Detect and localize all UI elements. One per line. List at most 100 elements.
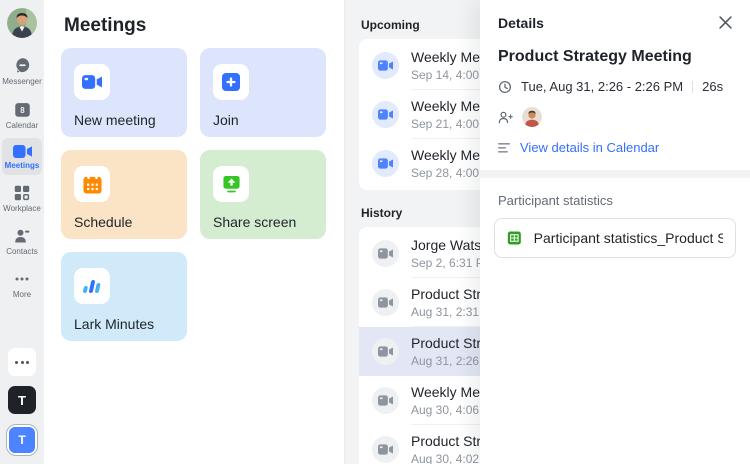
- history-header: History: [361, 206, 403, 220]
- clock-icon: [498, 80, 512, 93]
- meetings-main-panel: Meetings New meeting: [44, 0, 344, 464]
- meeting-time: Aug 31, 2:26 PM: [411, 353, 501, 368]
- sidebar-item-workplace[interactable]: Workplace: [2, 178, 42, 218]
- meeting-time-row: Tue, Aug 31, 2:26 - 2:26 PM 26s: [480, 79, 750, 94]
- calendar-icon: [82, 175, 102, 194]
- section-divider: [480, 170, 750, 178]
- video-camera-icon: [378, 60, 393, 71]
- sidebar-nav: Messenger 8 Calendar Meetings: [0, 50, 44, 304]
- user-avatar[interactable]: [7, 8, 37, 38]
- close-button[interactable]: [717, 14, 734, 31]
- sidebar-item-label: Contacts: [6, 247, 38, 256]
- workspace-more-button[interactable]: [8, 348, 36, 376]
- card-label: Lark Minutes: [74, 316, 155, 332]
- screen-share-icon: [222, 175, 240, 192]
- meeting-time: Sep 2, 6:31 PM: [411, 255, 494, 270]
- participant-avatar[interactable]: [522, 107, 542, 127]
- workplace-grid-icon: [14, 185, 30, 201]
- meeting-time-text: Tue, Aug 31, 2:26 - 2:26 PM: [521, 79, 684, 94]
- meeting-duration: 26s: [702, 79, 724, 94]
- sidebar-item-label: More: [12, 290, 32, 299]
- meeting-detail-title: Product Strategy Meeting: [498, 48, 692, 65]
- new-meeting-iconbox: [74, 64, 110, 100]
- meeting-avatar: [372, 101, 399, 128]
- sidebar-item-more[interactable]: More: [2, 264, 42, 304]
- sidebar-item-label: Calendar: [5, 121, 39, 130]
- share-screen-card[interactable]: Share screen: [200, 150, 326, 239]
- join-iconbox: [213, 64, 249, 100]
- view-in-calendar-row: View details in Calendar: [480, 140, 750, 155]
- plus-square-icon: [222, 73, 240, 91]
- meeting-title: Jorge Watson: [411, 236, 497, 253]
- meeting-avatar: [372, 387, 399, 414]
- participant-statistics-label: Participant statistics: [498, 193, 613, 208]
- video-camera-icon: [378, 444, 393, 455]
- card-label: Schedule: [74, 214, 133, 230]
- meeting-time: Aug 31, 2:31 PM: [411, 304, 501, 319]
- card-label: Share screen: [213, 214, 297, 230]
- sidebar-item-calendar[interactable]: 8 Calendar: [2, 94, 42, 135]
- details-lines-icon: [498, 142, 510, 153]
- sidebar-item-contacts[interactable]: Contacts: [2, 221, 42, 261]
- meeting-time: Sep 21, 4:00 -: [411, 116, 487, 131]
- participant-statistics-file[interactable]: Participant statistics_Product Strate...: [494, 218, 736, 258]
- divider: [692, 80, 694, 93]
- schedule-card[interactable]: Schedule: [61, 150, 187, 239]
- minutes-waves-icon: [82, 279, 102, 293]
- details-panel: Details Product Strategy Meeting Tue, Au…: [480, 0, 750, 464]
- sidebar-item-meetings[interactable]: Meetings: [2, 138, 42, 175]
- workspace-tile-dark[interactable]: T: [8, 386, 36, 414]
- join-card[interactable]: Join: [200, 48, 326, 137]
- participant-avatar-photo: [522, 107, 542, 127]
- video-camera-icon: [378, 297, 393, 308]
- upcoming-header: Upcoming: [361, 18, 420, 32]
- video-camera-icon: [378, 158, 393, 169]
- meeting-avatar: [372, 338, 399, 365]
- app-sidebar: Messenger 8 Calendar Meetings: [0, 0, 44, 464]
- video-camera-icon: [378, 395, 393, 406]
- new-meeting-card[interactable]: New meeting: [61, 48, 187, 137]
- view-details-in-calendar-link[interactable]: View details in Calendar: [520, 140, 660, 155]
- workspace-tile-active-ring[interactable]: T: [6, 424, 38, 456]
- video-camera-icon: [378, 109, 393, 120]
- svg-text:8: 8: [20, 106, 25, 115]
- workspace-tile-blue[interactable]: T: [9, 427, 35, 453]
- calendar-icon: 8: [14, 103, 30, 117]
- meeting-time: Sep 28, 4:00 -: [411, 165, 487, 180]
- messenger-icon: [15, 58, 29, 73]
- meeting-action-cards: New meeting Join: [61, 48, 326, 341]
- schedule-iconbox: [74, 166, 110, 202]
- video-camera-icon: [12, 145, 32, 158]
- sidebar-item-messenger[interactable]: Messenger: [2, 50, 42, 91]
- video-camera-icon: [378, 248, 393, 259]
- meeting-avatar: [372, 150, 399, 177]
- video-camera-icon: [82, 75, 102, 89]
- meeting-time: Sep 14, 4:00 -: [411, 67, 487, 82]
- participants-icon: [498, 111, 513, 123]
- meeting-time: Aug 30, 4:06 PM: [411, 402, 501, 417]
- workspace-switcher: T T: [6, 348, 38, 456]
- contacts-person-icon: [15, 229, 30, 243]
- ellipsis-icon: [15, 360, 29, 364]
- card-label: New meeting: [74, 112, 156, 128]
- meeting-avatar: [372, 289, 399, 316]
- card-label: Join: [213, 112, 239, 128]
- sidebar-item-label: Workplace: [3, 204, 41, 213]
- meeting-avatar: [372, 436, 399, 463]
- video-camera-icon: [378, 346, 393, 357]
- page-title: Meetings: [64, 15, 147, 36]
- sidebar-item-label: Meetings: [4, 161, 40, 170]
- spreadsheet-icon: [507, 231, 521, 245]
- participants-row: [480, 107, 750, 127]
- details-panel-title: Details: [498, 14, 544, 31]
- lark-minutes-iconbox: [74, 268, 110, 304]
- meeting-avatar: [372, 52, 399, 79]
- avatar-photo: [7, 8, 37, 38]
- meeting-time: Aug 30, 4:02 PM: [411, 451, 501, 464]
- share-screen-iconbox: [213, 166, 249, 202]
- lark-minutes-card[interactable]: Lark Minutes: [61, 252, 187, 341]
- sidebar-item-label: Messenger: [2, 77, 42, 86]
- meeting-avatar: [372, 240, 399, 267]
- close-icon: [719, 16, 732, 29]
